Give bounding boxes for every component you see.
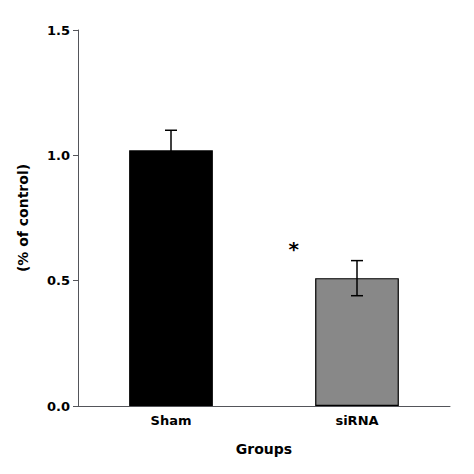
svg-text:(% of control): (% of control): [15, 164, 31, 272]
svg-text:siRNA: siRNA: [335, 413, 378, 428]
svg-text:0.0: 0.0: [47, 399, 70, 414]
svg-text:1.5: 1.5: [47, 23, 70, 38]
svg-text:*: *: [289, 237, 300, 261]
svg-text:0.5: 0.5: [47, 273, 70, 288]
svg-text:Groups: Groups: [236, 441, 292, 457]
svg-text:Sham: Sham: [151, 413, 192, 428]
svg-text:1.0: 1.0: [47, 148, 70, 163]
